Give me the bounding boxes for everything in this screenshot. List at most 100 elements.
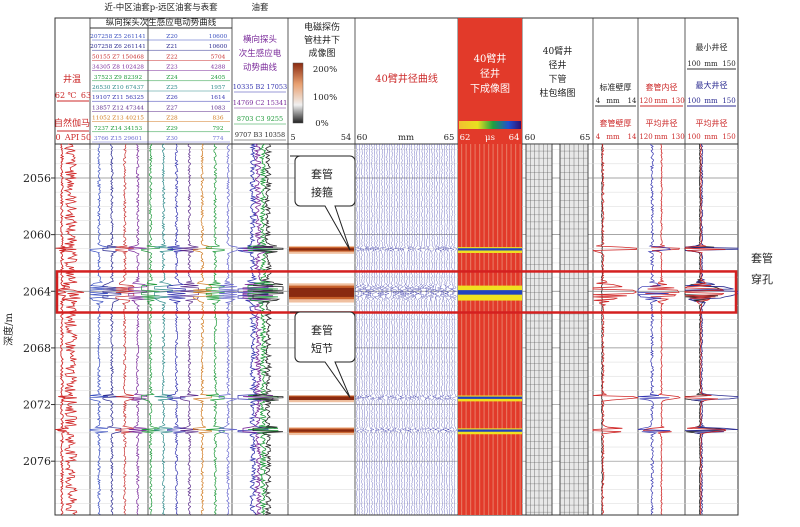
avg-id-max: 130 bbox=[671, 133, 684, 141]
arm-image-anomaly bbox=[458, 431, 522, 435]
arm-image-max: 64 bbox=[509, 133, 520, 143]
depth-tick-label: 2076 bbox=[23, 455, 51, 468]
emf-legend-left: 11052 Z13 40215 bbox=[92, 116, 144, 122]
arm-curve bbox=[382, 143, 388, 515]
em-image-band bbox=[289, 286, 354, 289]
em-image-band bbox=[289, 285, 354, 288]
em-image-band bbox=[289, 400, 354, 403]
arm-curve bbox=[414, 143, 420, 515]
arm-image-stripe bbox=[488, 144, 490, 515]
perforation-label-2: 穿孔 bbox=[751, 272, 773, 286]
em-image-band bbox=[289, 299, 354, 302]
arm-curve bbox=[404, 143, 410, 515]
avg-cal-min: 100 bbox=[687, 133, 700, 141]
arm-curve bbox=[434, 144, 440, 515]
em-image-band bbox=[289, 398, 354, 402]
arm-image-anomaly bbox=[458, 298, 522, 301]
emf-legend-left: 26530 Z10 67437 bbox=[92, 85, 144, 91]
temp-min: 62 bbox=[55, 91, 65, 100]
avg-id-title: 平均井径 bbox=[646, 118, 678, 128]
emf-legend-right: 792 bbox=[212, 126, 223, 132]
em-image-band bbox=[289, 298, 354, 301]
arm-image-stripe bbox=[510, 144, 512, 515]
arm-curve bbox=[409, 144, 415, 515]
csg-thick-unit: mm bbox=[606, 133, 620, 141]
arm-image-stripe bbox=[470, 144, 472, 515]
arm-curve bbox=[391, 143, 397, 515]
csg-id-max: 130 bbox=[671, 97, 684, 105]
em-image-band bbox=[289, 396, 354, 399]
em-image-band bbox=[289, 287, 354, 291]
em-image-band bbox=[289, 431, 354, 434]
arm-image-title-1: 40臂井 bbox=[474, 52, 507, 65]
emf-legend-left: 50155 Z7 150468 bbox=[92, 54, 144, 60]
csg-thick-curve bbox=[592, 143, 639, 515]
arm-curve bbox=[396, 143, 402, 515]
em-image-band bbox=[289, 430, 354, 433]
emf-legend-left: 37523 Z9 82392 bbox=[94, 75, 143, 81]
arm-curve bbox=[366, 143, 373, 515]
emf-legend-mid: Z27 bbox=[166, 105, 178, 111]
emf-legend-left: 34305 Z8 102428 bbox=[92, 65, 144, 71]
min-cal-min: 100 bbox=[687, 60, 700, 68]
arm-wrap-title-2: 径井 bbox=[548, 59, 566, 71]
em-image-band bbox=[289, 395, 354, 398]
em-image-band bbox=[289, 248, 354, 251]
arm-curve bbox=[419, 143, 425, 515]
emf-curve bbox=[167, 143, 186, 515]
arm-curve bbox=[444, 143, 450, 515]
arm-curve bbox=[389, 143, 395, 515]
csg-thick-max: 14 bbox=[628, 133, 637, 141]
arm-image-stripe bbox=[519, 144, 521, 515]
callout-bubble bbox=[290, 311, 356, 398]
std-thick-max: 14 bbox=[628, 97, 637, 105]
max-cal-max: 150 bbox=[722, 97, 735, 105]
callout-text: 短节 bbox=[311, 341, 333, 355]
arm-curve bbox=[379, 143, 385, 515]
gr-max: 50 bbox=[81, 133, 91, 142]
emf-legend-right: 774 bbox=[212, 136, 223, 142]
callout-text: 套管 bbox=[311, 167, 333, 181]
trans-legend: 8703 C3 9255 bbox=[237, 115, 283, 123]
csg-id-curve bbox=[642, 143, 681, 515]
emf-curve bbox=[180, 143, 199, 515]
temp-unit: ℃ bbox=[68, 91, 77, 100]
arm-curve bbox=[374, 143, 380, 515]
avg-id-curve bbox=[636, 143, 672, 515]
arm-curves-title: 40臂井径曲线 bbox=[375, 72, 438, 85]
depth-axis-title: 深度/m bbox=[2, 313, 15, 346]
trans-curve bbox=[237, 143, 269, 515]
em-image-band bbox=[289, 250, 354, 253]
arm-curve bbox=[452, 143, 457, 515]
em-image-band bbox=[289, 296, 354, 300]
em-image-title-1: 电磁探伤 bbox=[304, 21, 340, 33]
arm-curve bbox=[416, 143, 422, 515]
emf-legend-right: 836 bbox=[212, 116, 223, 122]
em-image-band bbox=[289, 291, 354, 294]
csg-id-unit: mm bbox=[654, 97, 668, 105]
arm-curve bbox=[359, 143, 365, 515]
arm-curve bbox=[354, 143, 360, 515]
arm-image-title-3: 下成像图 bbox=[470, 83, 510, 95]
csg-thick-title: 套管壁厚 bbox=[600, 118, 632, 128]
std-thick-curve bbox=[601, 143, 603, 515]
avg-id-min: 120 bbox=[639, 133, 652, 141]
em-image-band bbox=[289, 428, 354, 431]
em-image-band bbox=[289, 247, 354, 250]
em-image-band bbox=[289, 249, 354, 252]
temp-title: 井温 bbox=[63, 73, 81, 85]
em-image-band bbox=[289, 283, 354, 286]
arm-wrap-title-1: 40臂井 bbox=[543, 45, 572, 57]
callout-bubble bbox=[290, 155, 356, 251]
emf-legend-mid: Z24 bbox=[166, 75, 178, 81]
arm-image-stripe bbox=[483, 144, 485, 515]
em-image-band bbox=[289, 245, 354, 249]
min-cal-unit: mm bbox=[704, 60, 718, 68]
emf-legend-mid: Z26 bbox=[166, 95, 178, 101]
gr-title: 自然伽马 bbox=[54, 117, 90, 129]
em-scale-mid: 100% bbox=[313, 93, 337, 103]
arm-curve bbox=[376, 143, 383, 515]
emf-curve bbox=[128, 143, 148, 515]
